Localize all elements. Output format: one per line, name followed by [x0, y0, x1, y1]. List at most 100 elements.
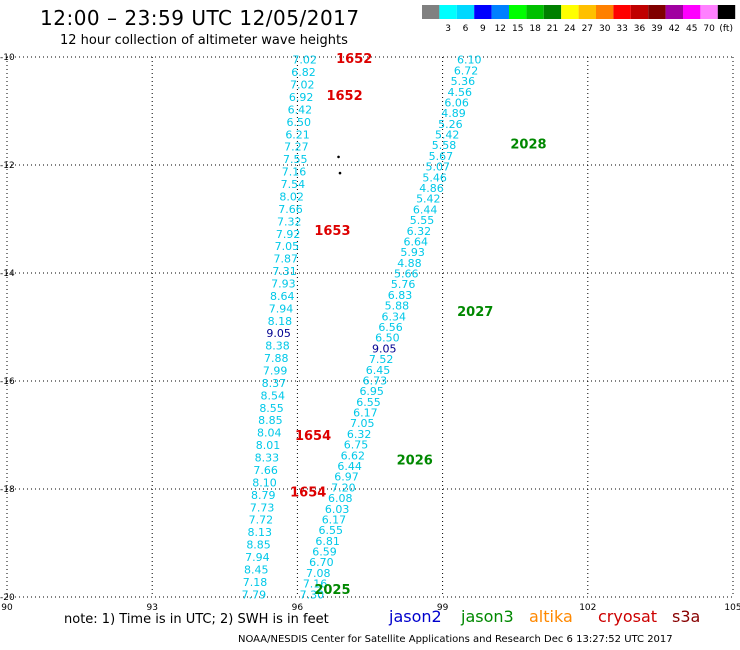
- wave-height-value: 5.07: [426, 161, 451, 174]
- wave-height-value: 7.32: [277, 215, 302, 228]
- y-tick-label: -16: [0, 377, 15, 387]
- wave-height-value: 7.18: [243, 576, 268, 589]
- wave-height-value: 7.88: [264, 352, 289, 365]
- pass-time-label: 1653: [314, 224, 350, 239]
- wave-height-value: 6.81: [315, 535, 340, 548]
- legend-label: 3: [445, 24, 451, 34]
- wave-height-value: 4.88: [397, 257, 422, 270]
- wave-height-value: 6.06: [444, 96, 469, 109]
- legend-swatch: [630, 5, 649, 19]
- pass-time-label: 1654: [290, 486, 326, 501]
- wave-height-value: 8.37: [262, 377, 287, 390]
- wave-height-value: 8.04: [257, 427, 282, 440]
- axis-ticks: 90 93 96 99 102 105 -10 -12 -14 -16 -18 -20: [0, 53, 740, 613]
- legend-swatch: [683, 5, 701, 19]
- chart-grid: [6, 56, 734, 598]
- wave-height-value: 6.64: [403, 235, 428, 248]
- wave-height-value: 7.92: [276, 228, 301, 241]
- wave-height-value: 8.85: [246, 539, 271, 552]
- pass-time-label: 1652: [326, 89, 362, 104]
- wave-height-value: 7.16: [282, 166, 307, 179]
- pass-time-label: 2027: [457, 305, 493, 320]
- wave-height-value: 5.42: [416, 193, 441, 206]
- legend-label: 27: [582, 24, 593, 34]
- stray-point: [338, 171, 342, 175]
- wave-height-value: 8.38: [265, 340, 290, 353]
- legend-label: 18: [529, 24, 541, 34]
- wave-height-value: 6.42: [288, 103, 313, 116]
- legend-swatch: [491, 5, 509, 19]
- wave-height-value: 6.73: [363, 374, 388, 387]
- wave-height-value: 7.79: [242, 588, 267, 601]
- track-time-labels: 1652 1652 1653 1654 1654 2028 2027 2026 2025: [290, 52, 546, 598]
- wave-height-value: 5.55: [410, 214, 435, 227]
- legend-unit: (ft): [719, 24, 733, 34]
- legend-swatch: [526, 5, 544, 19]
- wave-height-value: 6.56: [378, 321, 403, 334]
- wave-height-value: 6.44: [413, 203, 438, 216]
- wave-height-value: 6.62: [341, 449, 366, 462]
- footer-note: note: 1) Time is in UTC; 2) SWH is in fe…: [64, 612, 329, 627]
- legend-swatch: [439, 5, 457, 19]
- wave-height-value: 9.05: [266, 327, 291, 340]
- wave-height-value: 7.99: [263, 365, 288, 378]
- wave-height-value: 7.02: [290, 79, 315, 92]
- legend-label: 15: [512, 24, 523, 34]
- legend-swatch: [474, 5, 492, 19]
- y-tick-label: -14: [0, 269, 15, 279]
- wave-height-value: 5.36: [451, 75, 476, 88]
- wave-height-value: 4.89: [441, 107, 466, 120]
- wave-height-value: 6.21: [285, 128, 310, 141]
- wave-height-value: 5.67: [429, 150, 454, 163]
- wave-height-value: 6.45: [366, 364, 391, 377]
- wave-height-value: 7.20: [331, 481, 356, 494]
- sat-jason2: jason2: [389, 607, 442, 626]
- wave-height-value: 5.58: [432, 139, 457, 152]
- legend-swatch: [578, 5, 596, 19]
- wave-marks: 7.026.827.026.926.426.506.217.277.557.16…: [242, 54, 482, 602]
- wave-height-value: 8.45: [244, 563, 269, 576]
- wave-height-value: 6.10: [457, 54, 482, 67]
- wave-height-value: 5.88: [385, 300, 410, 313]
- wave-height-value: 7.05: [275, 240, 300, 253]
- legend-label: 70: [703, 24, 715, 34]
- y-tick-label: -12: [0, 161, 15, 171]
- wave-height-value: 6.55: [319, 524, 344, 537]
- legend-swatch: [700, 5, 718, 19]
- wave-height-value: 6.34: [381, 310, 406, 323]
- wave-height-value: 7.54: [281, 178, 306, 191]
- wave-height-value: 8.55: [259, 402, 284, 415]
- wave-height-value: 7.94: [245, 551, 270, 564]
- pass-time-label: 2026: [397, 453, 433, 468]
- legend-swatch: [561, 5, 579, 19]
- wave-height-value: 7.87: [274, 253, 299, 266]
- wave-height-value: 8.64: [270, 290, 295, 303]
- wave-height-value: 8.10: [252, 476, 277, 489]
- wave-height-value: 7.72: [249, 514, 274, 527]
- legend-label: 24: [564, 24, 576, 34]
- wave-height-value: 8.54: [260, 389, 285, 402]
- legend-label: 6: [463, 24, 469, 34]
- legend-label: 21: [547, 24, 558, 34]
- legend-swatch: [596, 5, 614, 19]
- wave-height-value: 6.44: [337, 460, 362, 473]
- x-tick-label: 93: [146, 603, 157, 613]
- wave-height-value: 7.73: [250, 501, 275, 514]
- wave-height-value: 6.17: [353, 407, 378, 420]
- wave-height-value: 7.52: [369, 353, 394, 366]
- x-tick-label: 105: [724, 603, 740, 613]
- legend-swatch: [543, 5, 562, 19]
- legend-swatch: [613, 5, 631, 19]
- legend-label: 36: [634, 24, 646, 34]
- x-tick-label: 90: [1, 603, 13, 613]
- legend-label: 12: [495, 24, 506, 34]
- wave-height-value: 7.16: [303, 578, 328, 591]
- wave-height-value: 9.05: [372, 342, 397, 355]
- wave-height-value: 6.03: [325, 503, 350, 516]
- y-tick-label: -10: [0, 53, 15, 63]
- wave-height-value: 5.42: [435, 129, 460, 142]
- y-tick-label: -18: [0, 485, 15, 495]
- credit-line: NOAA/NESDIS Center for Satellite Applica…: [238, 634, 673, 645]
- wave-height-value: 4.56: [448, 86, 473, 99]
- wave-height-value: 8.18: [268, 315, 293, 328]
